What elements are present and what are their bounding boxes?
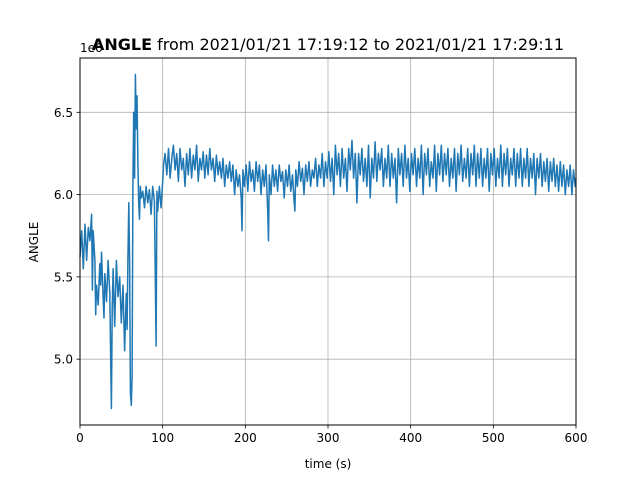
x-tick-label: 600 (565, 431, 588, 445)
y-offset-label: 1e6 (80, 41, 103, 55)
chart-title-rest: from 2021/01/21 17:19:12 to 2021/01/21 1… (152, 35, 564, 54)
x-axis-label: time (s) (305, 457, 352, 471)
x-tick-label: 300 (317, 431, 340, 445)
y-axis-label: ANGLE (27, 222, 41, 263)
x-tick-label: 0 (76, 431, 84, 445)
x-tick-label: 200 (234, 431, 257, 445)
y-ticks: 5.0 5.5 6.0 6.5 (54, 106, 80, 367)
x-ticks: 0 100 200 300 400 500 600 (76, 425, 587, 445)
y-tick-label: 5.0 (54, 353, 73, 367)
y-tick-label: 6.0 (54, 188, 73, 202)
chart-title-bold: ANGLE (92, 35, 152, 54)
series-group (79, 73, 577, 410)
y-tick-label: 5.5 (54, 270, 73, 284)
chart-title: ANGLE from 2021/01/21 17:19:12 to 2021/0… (92, 35, 564, 54)
x-tick-label: 400 (399, 431, 422, 445)
y-tick-label: 6.5 (54, 106, 73, 120)
x-tick-label: 500 (482, 431, 505, 445)
series-line (79, 73, 577, 410)
x-tick-label: 100 (151, 431, 174, 445)
